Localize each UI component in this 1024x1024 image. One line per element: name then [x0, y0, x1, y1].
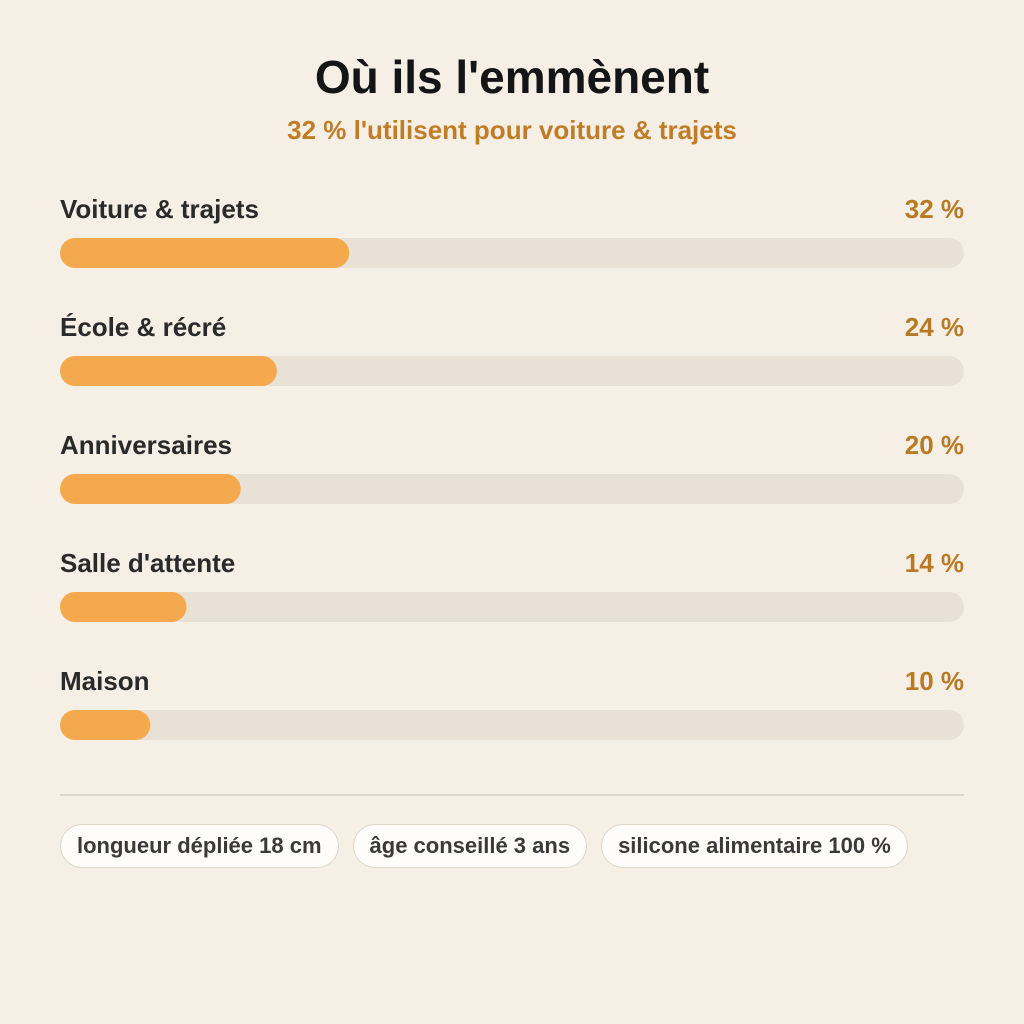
bar: [60, 238, 350, 268]
bar-track: [60, 592, 964, 622]
chip: silicone alimentaire 100 %: [601, 824, 908, 868]
category-label: Maison: [60, 666, 150, 696]
bar-track: [60, 474, 964, 504]
category-label: École & récré: [60, 312, 226, 342]
value-label: 10 %: [905, 666, 964, 696]
value-label: 32 %: [905, 194, 964, 224]
chip: longueur dépliée 18 cm: [60, 824, 339, 868]
bar-track: [60, 356, 964, 386]
bar: [60, 710, 151, 740]
value-label: 20 %: [905, 430, 964, 460]
value-label: 14 %: [905, 548, 964, 578]
bar: [60, 592, 187, 622]
chip: âge conseillé 3 ans: [352, 824, 588, 868]
bar-track: [60, 710, 964, 740]
value-label: 24 %: [905, 312, 964, 342]
category-label: Salle d'attente: [60, 548, 235, 578]
bar: [60, 474, 241, 504]
category-label: Voiture & trajets: [60, 194, 259, 224]
category-label: Anniversaires: [60, 430, 232, 460]
chart-title: Où ils l'emmènent: [315, 51, 709, 103]
bar: [60, 356, 277, 386]
chip-list: longueur dépliée 18 cm âge conseillé 3 an…: [60, 824, 908, 868]
chart-subtitle: 32 % l'utilisent pour voiture & trajets: [287, 115, 737, 145]
